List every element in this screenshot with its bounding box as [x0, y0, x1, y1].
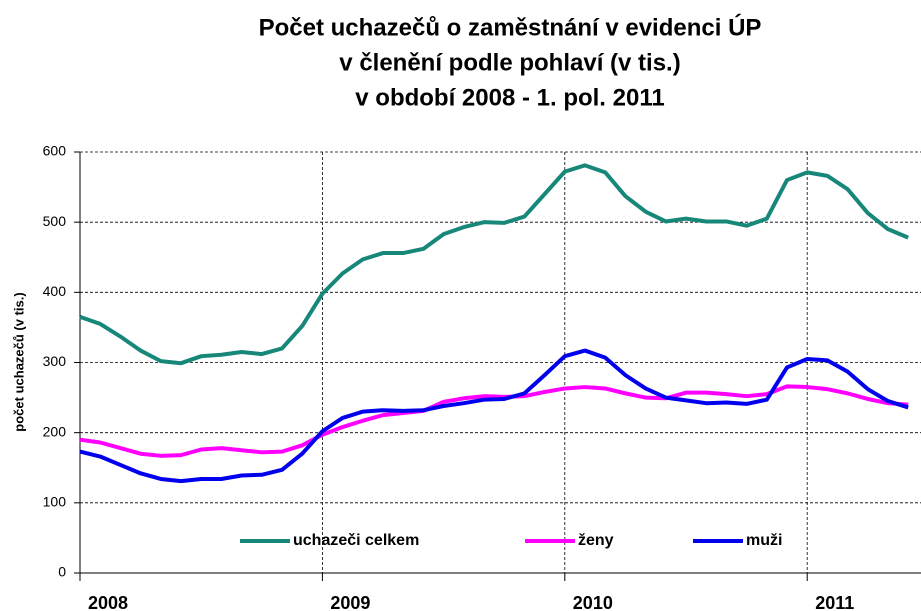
y-tick-label: 600 — [43, 143, 67, 159]
x-tick-label: 2009 — [330, 593, 370, 611]
y-tick-label: 500 — [43, 213, 67, 229]
chart-title: v členění podle pohlaví (v tis.) — [339, 49, 680, 76]
legend-label: uchazeči celkem — [293, 532, 419, 549]
y-tick-label: 400 — [43, 283, 67, 299]
x-tick-label: 2011 — [815, 593, 854, 611]
y-tick-label: 200 — [43, 423, 67, 439]
chart-title: Počet uchazečů o zaměstnání v evidenci Ú… — [259, 13, 762, 41]
y-tick-label: 0 — [58, 564, 66, 580]
legend-label: ženy — [578, 532, 614, 549]
series-line — [79, 384, 909, 458]
x-tick-label: 2008 — [88, 593, 128, 611]
legend-label: muži — [746, 532, 782, 549]
y-tick-label: 300 — [43, 353, 67, 369]
chart-title: v období 2008 - 1. pol. 2011 — [355, 84, 664, 111]
y-tick-label: 100 — [43, 494, 67, 510]
y-axis-label: počet uchazečů (v tis.) — [11, 292, 26, 431]
series-line — [79, 163, 909, 366]
x-tick-label: 2010 — [573, 593, 613, 611]
series-line — [79, 348, 909, 484]
